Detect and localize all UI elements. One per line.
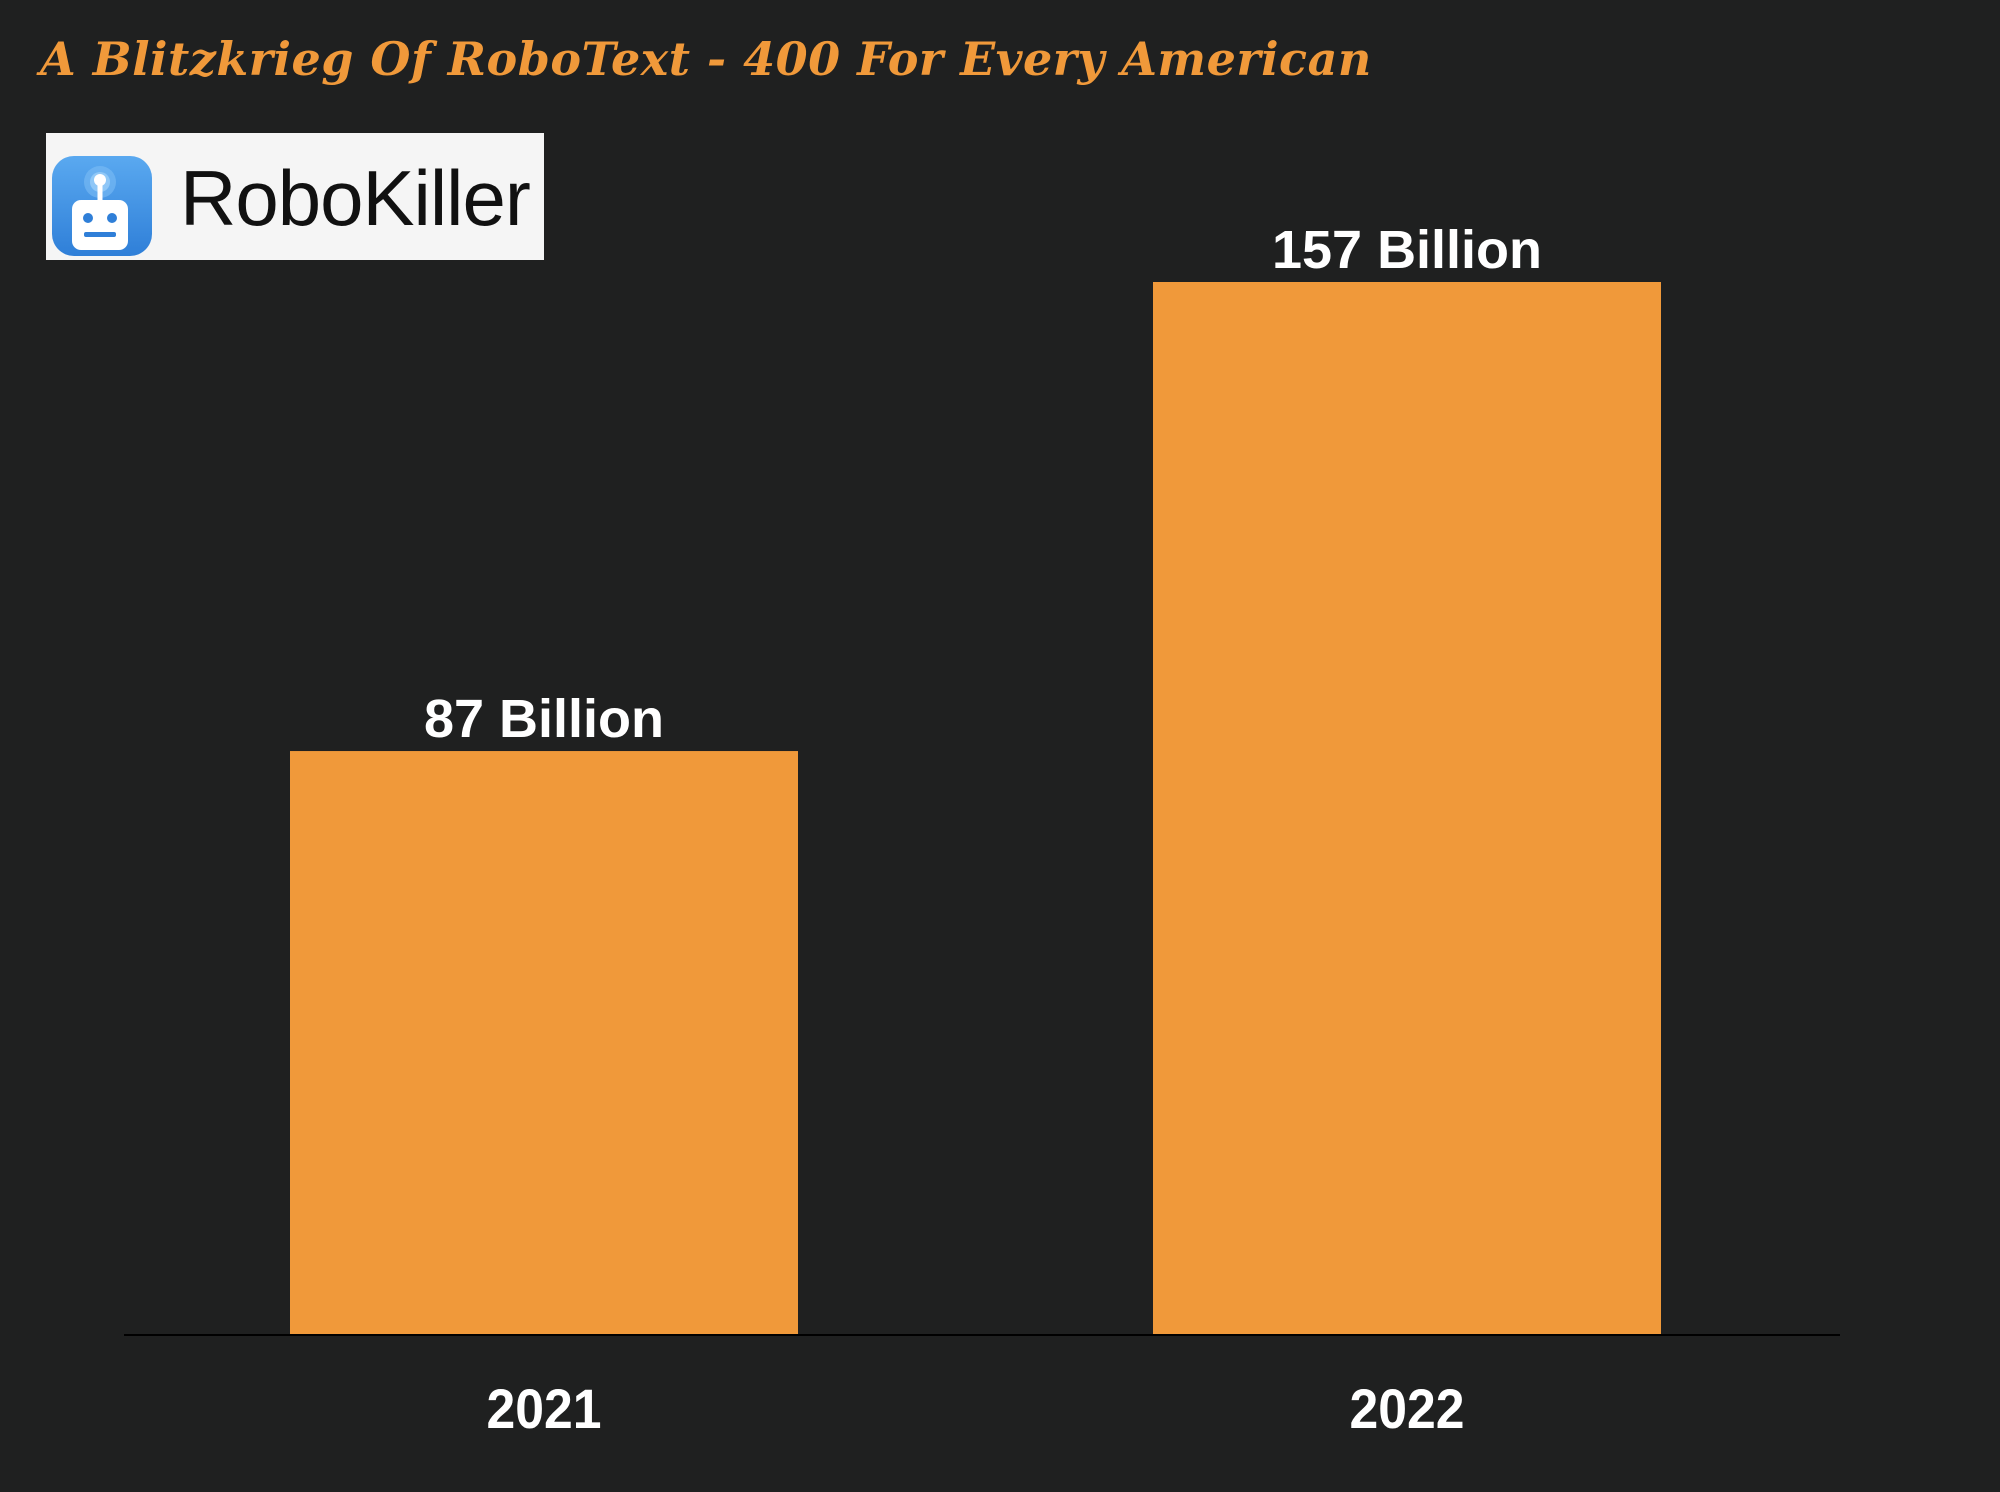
logo-wordmark: RoboKiller xyxy=(180,154,531,242)
bar-2021 xyxy=(290,751,798,1334)
robot-icon xyxy=(52,156,152,256)
data-label-2021: 87 Billion xyxy=(424,689,664,749)
chart-title: A Blitzkrieg Of RoboText - 400 For Every… xyxy=(40,32,1372,86)
x-tick-label-2021: 2021 xyxy=(487,1377,602,1440)
robokiller-logo: RoboKiller xyxy=(46,133,544,260)
data-label-2022: 157 Billion xyxy=(1272,220,1542,280)
bar-2022 xyxy=(1153,282,1661,1334)
x-tick-label-2022: 2022 xyxy=(1350,1377,1465,1440)
